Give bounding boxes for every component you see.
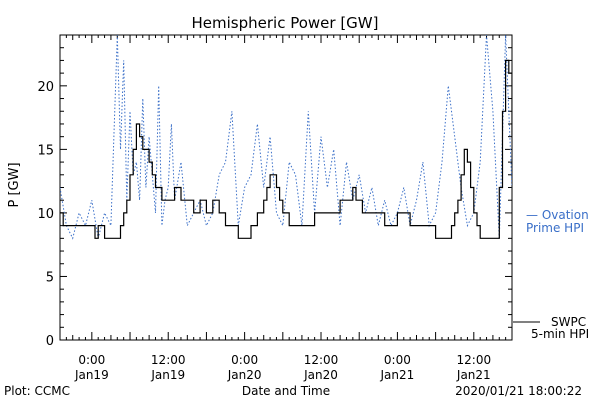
y-tick-label: 20 (37, 80, 54, 95)
footer-plot-source: Plot: CCMC (4, 384, 70, 398)
series-line-swpc-5-min-hpi (60, 59, 512, 239)
x-axis-ticks: 0:00Jan1912:00Jan190:00Jan2012:00Jan200:… (59, 35, 513, 382)
series-line-ovation-prime-hpi (60, 35, 512, 240)
chart-title: Hemispheric Power [GW] (192, 14, 379, 32)
plot-axes (59, 34, 513, 341)
legend-ovation-line2: Prime HPI (526, 221, 584, 235)
x-tick-label-time: 0:00 (78, 353, 105, 367)
footer-timestamp: 2020/01/21 18:00:22 (455, 384, 582, 398)
x-tick-label-time: 12:00 (151, 353, 186, 367)
series-layer (60, 35, 512, 240)
y-tick-label: 15 (37, 143, 54, 158)
x-tick-label-date: Jan21 (456, 368, 491, 382)
x-tick-label-date: Jan19 (150, 368, 185, 382)
y-axis-ticks: 0 5 10 15 20 (37, 34, 512, 349)
legend-swpc-line2: 5-min HPI (531, 327, 589, 341)
legend-ovation-line1: — Ovation (526, 208, 589, 222)
x-tick-label-date: Jan20 (227, 368, 262, 382)
y-tick-label: 0 (46, 334, 54, 349)
x-tick-label-date: Jan19 (74, 368, 109, 382)
plot-frame (59, 34, 513, 341)
x-tick-label-time: 0:00 (231, 353, 258, 367)
legend-swpc-line1: SWPC (551, 315, 586, 329)
y-axis-label: P [GW] (7, 162, 22, 207)
y-tick-label: 5 (46, 270, 54, 285)
x-tick-label-time: 12:00 (304, 353, 339, 367)
x-axis-label: Date and Time (242, 384, 330, 398)
x-tick-label-time: 0:00 (384, 353, 411, 367)
x-tick-label-time: 12:00 (457, 353, 492, 367)
x-tick-label-date: Jan20 (303, 368, 338, 382)
x-tick-label-date: Jan21 (380, 368, 415, 382)
y-tick-label: 10 (37, 207, 54, 222)
